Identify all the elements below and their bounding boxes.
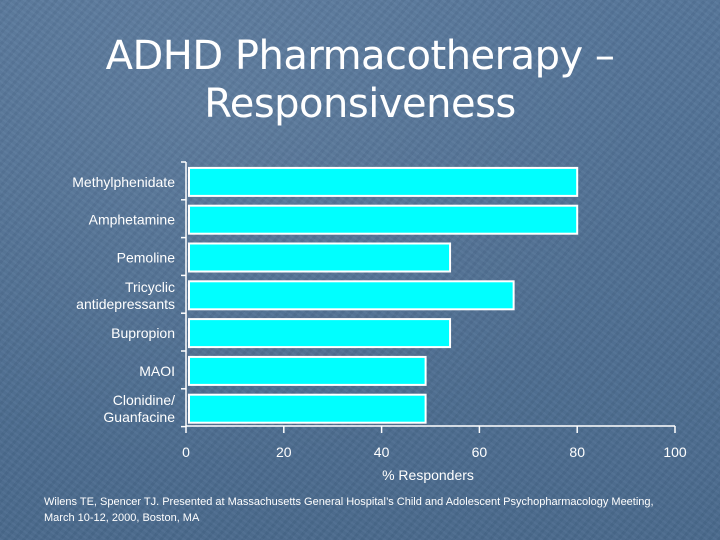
category-label-line: Bupropion bbox=[111, 325, 175, 341]
x-tick-label: 100 bbox=[663, 444, 687, 460]
x-tick-label: 60 bbox=[472, 444, 488, 460]
bar bbox=[188, 204, 579, 235]
x-tick-label: 20 bbox=[276, 444, 292, 460]
citation-text: Wilens TE, Spencer TJ. Presented at Mass… bbox=[44, 496, 654, 524]
x-tick-label: 0 bbox=[182, 444, 190, 460]
bar bbox=[188, 242, 452, 273]
title-line-1: ADHD Pharmacotherapy – bbox=[105, 33, 615, 79]
category-label-line: Tricyclic bbox=[125, 279, 175, 295]
slide-title: ADHD Pharmacotherapy – Responsiveness bbox=[0, 32, 720, 128]
category-label: Pemoline bbox=[117, 250, 176, 266]
category-label-line: Pemoline bbox=[117, 250, 176, 266]
category-label: Bupropion bbox=[111, 325, 175, 341]
category-label-line: Amphetamine bbox=[89, 212, 176, 228]
category-label: Amphetamine bbox=[89, 212, 176, 228]
category-label-line: antidepressants bbox=[76, 296, 175, 312]
bar bbox=[188, 393, 427, 424]
category-label-line: MAOI bbox=[139, 363, 175, 379]
category-label-line: Clonidine/ bbox=[113, 392, 175, 408]
x-axis-title: % Responders bbox=[382, 467, 474, 483]
x-tick-label: 80 bbox=[569, 444, 585, 460]
category-label-line: Guanfacine bbox=[103, 409, 175, 425]
category-label: Methylphenidate bbox=[72, 174, 175, 190]
category-label: Tricyclic antidepressants bbox=[76, 279, 175, 312]
bar bbox=[188, 166, 579, 197]
bar bbox=[188, 318, 452, 349]
x-tick-label: 40 bbox=[374, 444, 390, 460]
axes-group: 0 20 40 60 80 100 bbox=[181, 161, 687, 460]
category-labels-group: Methylphenidate Amphetamine Pemoline Tricyc… bbox=[72, 174, 175, 425]
bar bbox=[188, 280, 515, 311]
category-label: Clonidine/Guanfacine bbox=[103, 392, 175, 425]
title-line-2: Responsiveness bbox=[204, 81, 516, 127]
bar bbox=[188, 355, 427, 386]
category-label-line: Methylphenidate bbox=[72, 174, 175, 190]
category-label: MAOI bbox=[139, 363, 175, 379]
bars-group bbox=[188, 166, 579, 424]
